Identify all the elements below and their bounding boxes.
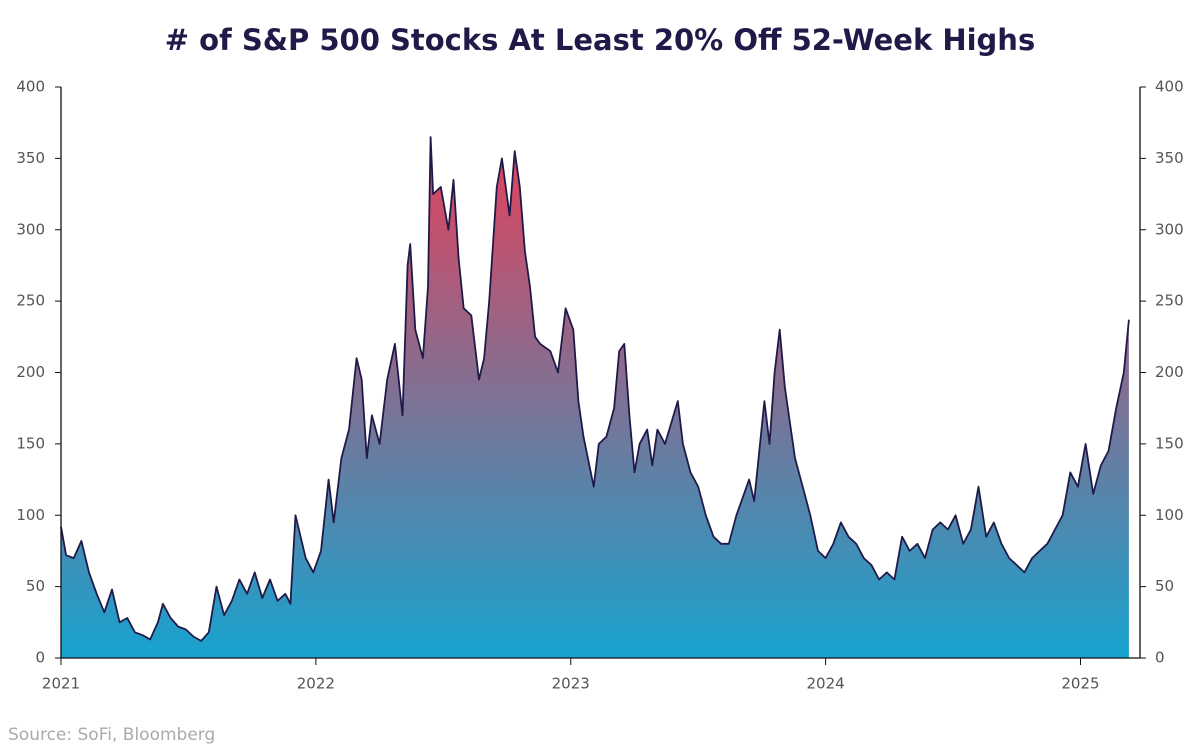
y-tick-label: 150 — [16, 434, 45, 452]
y-tick-label: 250 — [16, 292, 45, 310]
y2-tick-label: 250 — [1155, 292, 1184, 310]
x-tick-label: 2022 — [297, 675, 335, 693]
y-tick-label: 0 — [35, 649, 45, 667]
y2-tick-label: 50 — [1155, 577, 1174, 595]
y-tick-label: 200 — [16, 363, 45, 381]
source: Source: SoFi, Bloomberg — [8, 725, 215, 745]
x-tick-label: 2024 — [807, 675, 845, 693]
y-tick-label: 300 — [16, 220, 45, 238]
chart-title: # of S&P 500 Stocks At Least 20% Off 52-… — [165, 23, 1035, 57]
x-tick-label: 2023 — [552, 675, 590, 693]
line — [60, 136, 1130, 642]
y-tick-label: 350 — [16, 149, 45, 167]
y2-tick-label: 350 — [1155, 149, 1184, 167]
y-tick-label: 400 — [16, 78, 45, 96]
y2-tick-label: 300 — [1155, 220, 1184, 238]
y2-tick-label: 100 — [1155, 506, 1184, 524]
y2-tick-label: 400 — [1155, 78, 1184, 96]
y-tick-label: 50 — [26, 577, 45, 595]
area — [61, 137, 1129, 658]
y2-tick-label: 150 — [1155, 434, 1184, 452]
x-tick-label: 2021 — [42, 675, 80, 693]
y-tick-label: 100 — [16, 506, 45, 524]
x-tick-label: 2025 — [1061, 675, 1099, 693]
y2-tick-label: 200 — [1155, 363, 1184, 381]
y2-tick-label: 0 — [1155, 649, 1165, 667]
